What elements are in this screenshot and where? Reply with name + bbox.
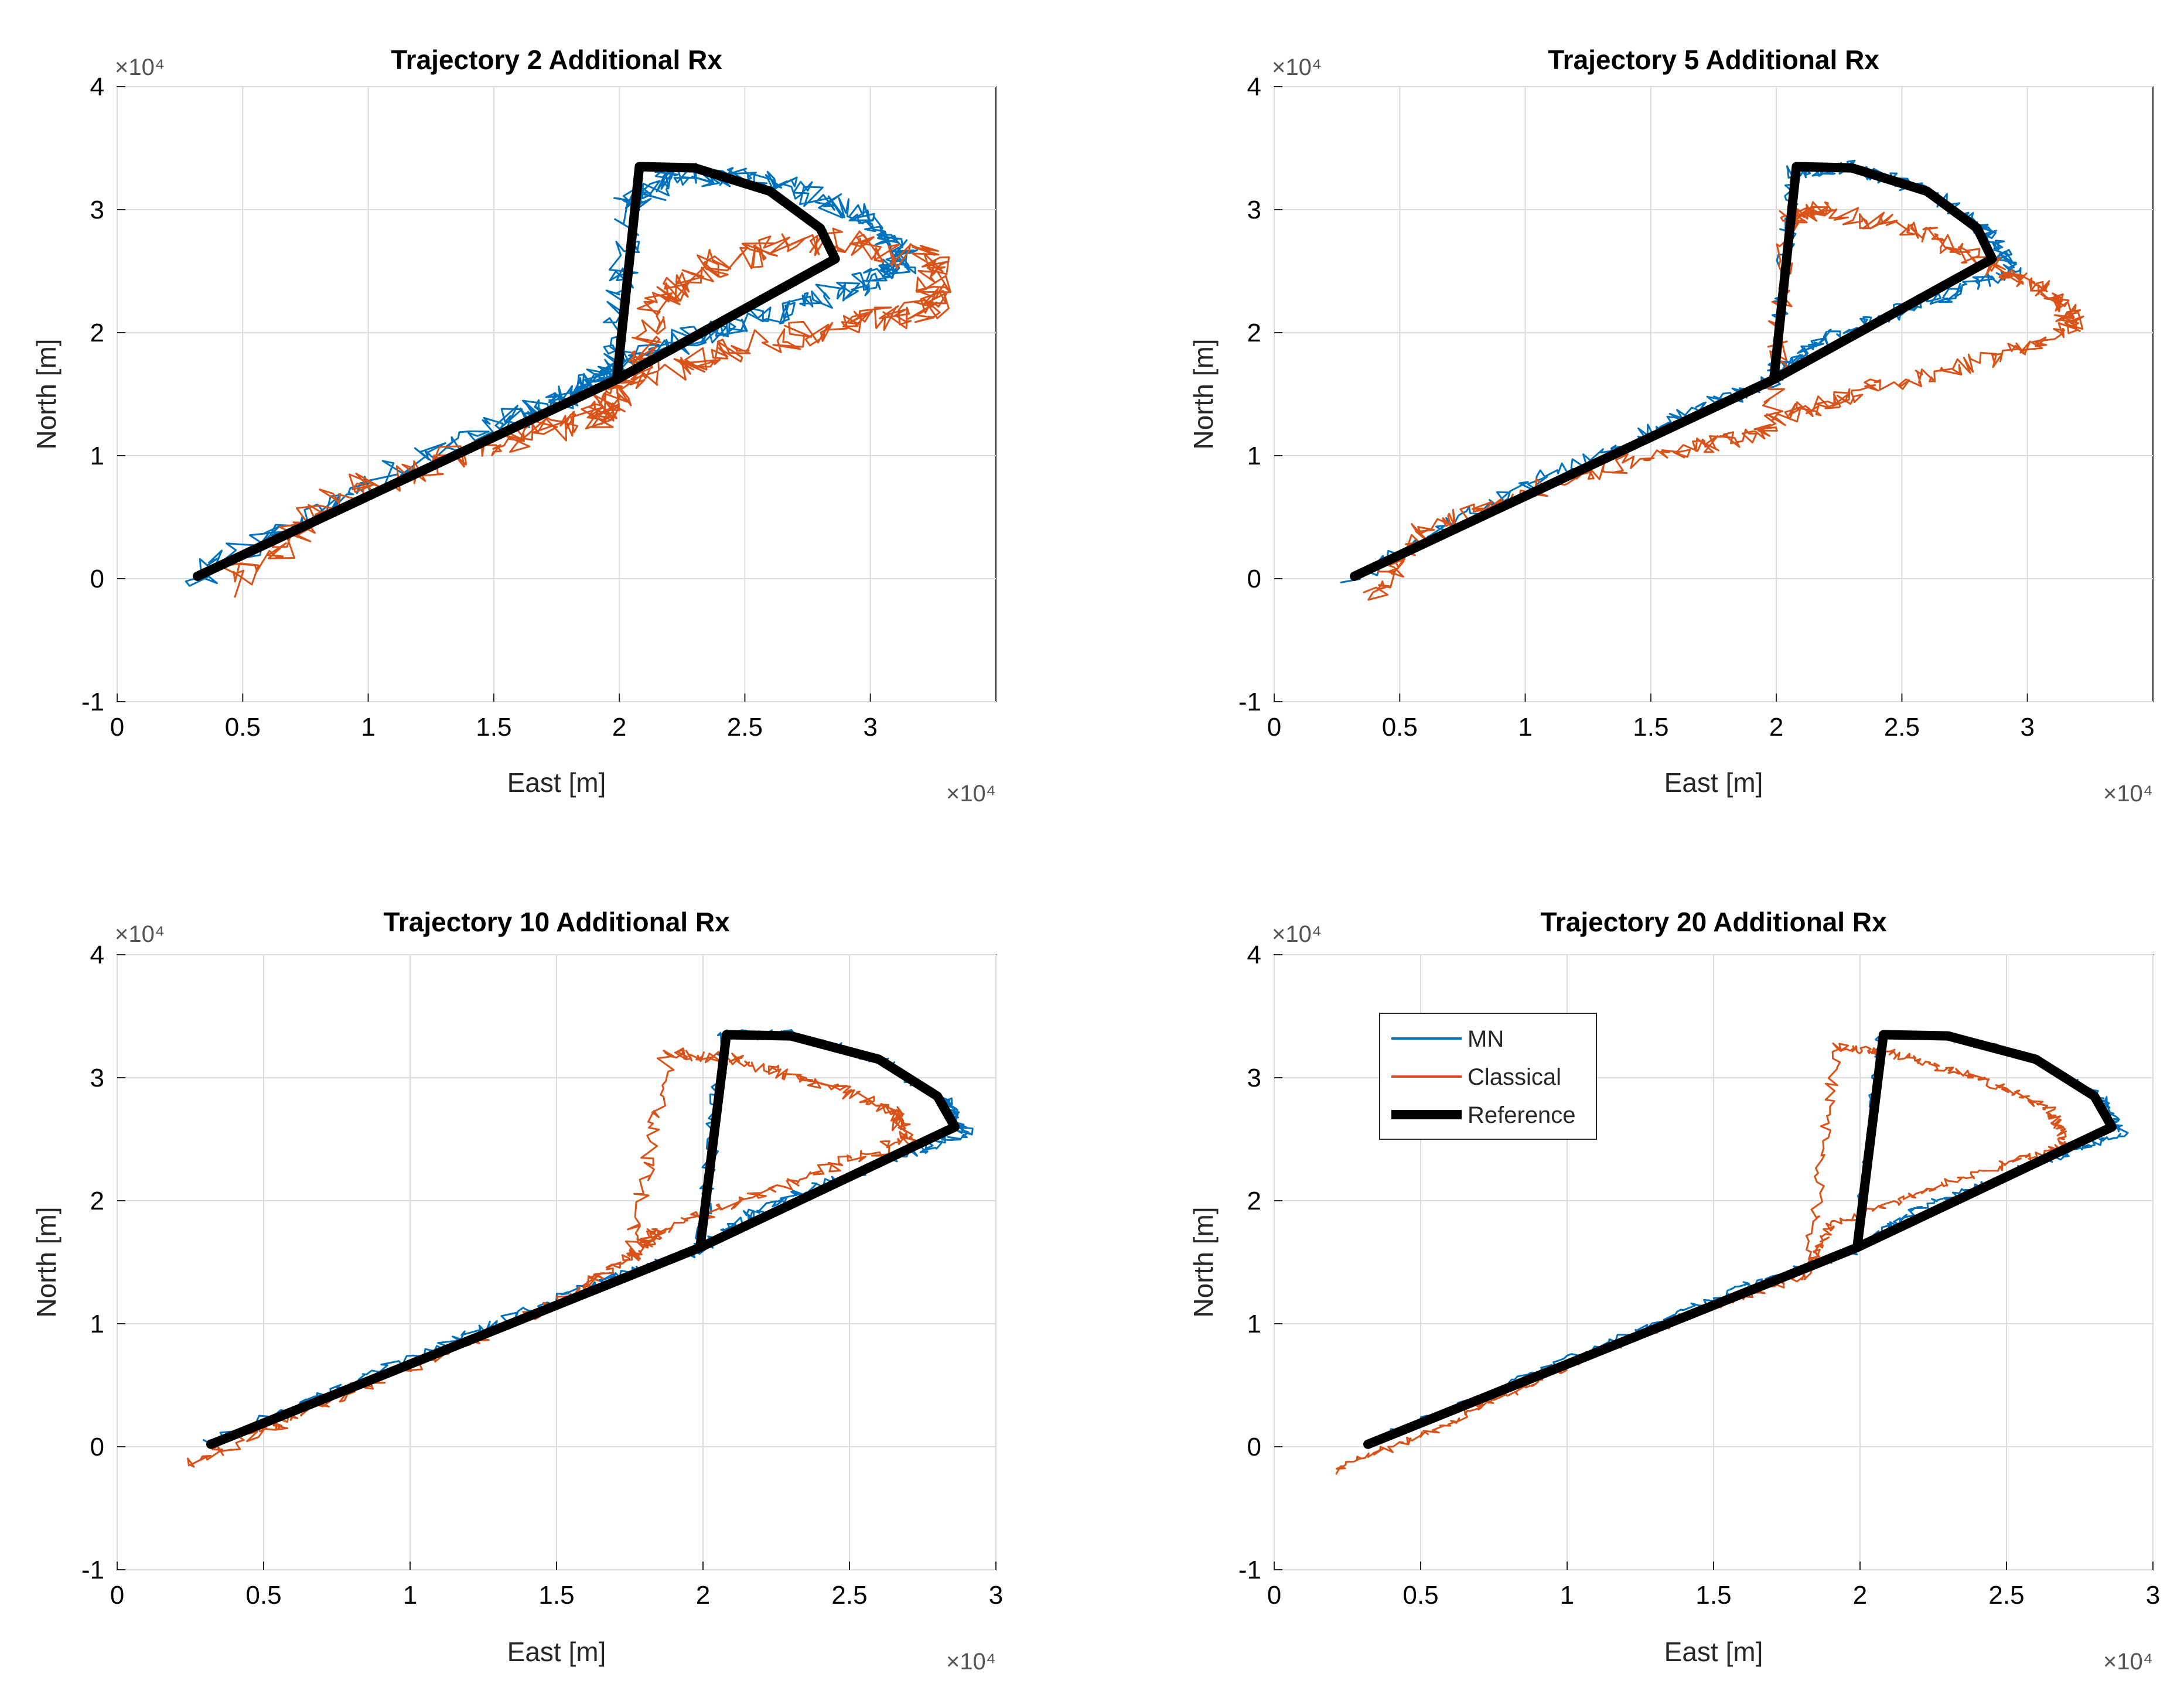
y-tick-label: -1 [81, 688, 104, 716]
chart-title: Trajectory 5 Additional Rx [1548, 45, 1879, 75]
y-tick-label: 3 [90, 1064, 104, 1092]
x-tick-label: 2.5 [1884, 713, 1920, 742]
x-tick-label: 2.5 [727, 713, 763, 742]
y-exponent-label: ×10⁴ [1272, 921, 1322, 947]
y-tick-label: 1 [90, 1310, 104, 1338]
chart-title: Trajectory 2 Additional Rx [391, 45, 722, 75]
y-tick-label: 3 [90, 196, 104, 224]
x-tick-label: 0 [110, 1581, 124, 1610]
x-axis-label: East [m] [1664, 767, 1763, 798]
y-tick-label: 4 [1247, 73, 1261, 101]
y-axis-label: North [m] [1188, 339, 1219, 449]
x-tick-label: 3 [863, 713, 877, 742]
y-tick-label: 4 [90, 941, 104, 969]
y-tick-label: 1 [90, 442, 104, 470]
y-tick-label: -1 [81, 1556, 104, 1584]
legend-label-classical: Classical [1468, 1064, 1561, 1090]
x-tick-label: 1 [1518, 713, 1532, 742]
x-axis-label: East [m] [507, 767, 606, 798]
chart-title: Trajectory 10 Additional Rx [383, 907, 730, 937]
x-tick-label: 0.5 [1402, 1581, 1438, 1610]
chart-title: Trajectory 20 Additional Rx [1540, 907, 1887, 937]
x-tick-label: 1 [403, 1581, 417, 1610]
x-tick-label: 1 [361, 713, 375, 742]
y-axis-label: North [m] [1188, 1207, 1219, 1317]
legend-label-mn: MN [1468, 1026, 1504, 1052]
x-tick-label: 2.5 [831, 1581, 867, 1610]
y-tick-label: 0 [90, 1433, 104, 1461]
series-line-reference [1363, 1030, 2117, 1449]
x-tick-label: 1.5 [1695, 1581, 1731, 1610]
x-tick-label: 2 [696, 1581, 710, 1610]
x-tick-label: 1.5 [1633, 713, 1668, 742]
legend-label-reference: Reference [1468, 1102, 1576, 1128]
y-tick-label: 2 [1247, 1187, 1261, 1215]
y-exponent-label: ×10⁴ [115, 54, 165, 80]
x-tick-label: 1 [1560, 1581, 1574, 1610]
y-tick-label: 0 [1247, 565, 1261, 593]
x-exponent-label: ×10⁴ [2103, 1649, 2153, 1675]
x-tick-label: 2 [1853, 1581, 1867, 1610]
x-axis-label: East [m] [507, 1637, 606, 1667]
y-axis-label: North [m] [31, 1207, 62, 1317]
legend: MN Classical Reference [1379, 1013, 1597, 1140]
x-exponent-label: ×10⁴ [2103, 781, 2153, 807]
y-axis-label: North [m] [31, 339, 62, 449]
plot-area [1274, 86, 2154, 702]
x-tick-label: 0.5 [225, 713, 261, 742]
y-tick-label: 4 [1247, 941, 1261, 969]
x-axis-label: East [m] [1664, 1637, 1763, 1667]
y-tick-label: 2 [90, 319, 104, 347]
y-tick-label: 2 [90, 1187, 104, 1215]
y-tick-label: 0 [1247, 1433, 1261, 1461]
y-tick-label: 3 [1247, 196, 1261, 224]
x-tick-label: 3 [989, 1581, 1003, 1610]
x-exponent-label: ×10⁴ [946, 781, 996, 807]
y-exponent-label: ×10⁴ [115, 921, 165, 947]
x-tick-label: 2.5 [1988, 1581, 2024, 1610]
x-tick-label: 2 [1769, 713, 1783, 742]
x-tick-label: 3 [2146, 1581, 2160, 1610]
y-tick-label: 4 [90, 73, 104, 101]
y-tick-label: 1 [1247, 442, 1261, 470]
series-line-reference [1350, 162, 1997, 581]
y-tick-label: 1 [1247, 1310, 1261, 1338]
x-tick-label: 0.5 [245, 1581, 281, 1610]
x-tick-label: 0.5 [1382, 713, 1418, 742]
x-tick-label: 1.5 [538, 1581, 574, 1610]
y-tick-label: 3 [1247, 1064, 1261, 1092]
x-tick-label: 3 [2020, 713, 2034, 742]
x-tick-label: 0 [1267, 1581, 1281, 1610]
x-tick-label: 1.5 [476, 713, 511, 742]
y-tick-label: 0 [90, 565, 104, 593]
series-line-reference [206, 1030, 960, 1449]
y-exponent-label: ×10⁴ [1272, 54, 1322, 80]
x-tick-label: 2 [612, 713, 626, 742]
x-tick-label: 0 [110, 713, 124, 742]
y-tick-label: -1 [1238, 1556, 1261, 1584]
series-line-classical [220, 227, 951, 598]
y-tick-label: 2 [1247, 319, 1261, 347]
y-tick-label: -1 [1238, 688, 1261, 716]
series-line-reference [193, 162, 840, 581]
x-tick-label: 0 [1267, 713, 1281, 742]
x-exponent-label: ×10⁴ [946, 1649, 996, 1675]
